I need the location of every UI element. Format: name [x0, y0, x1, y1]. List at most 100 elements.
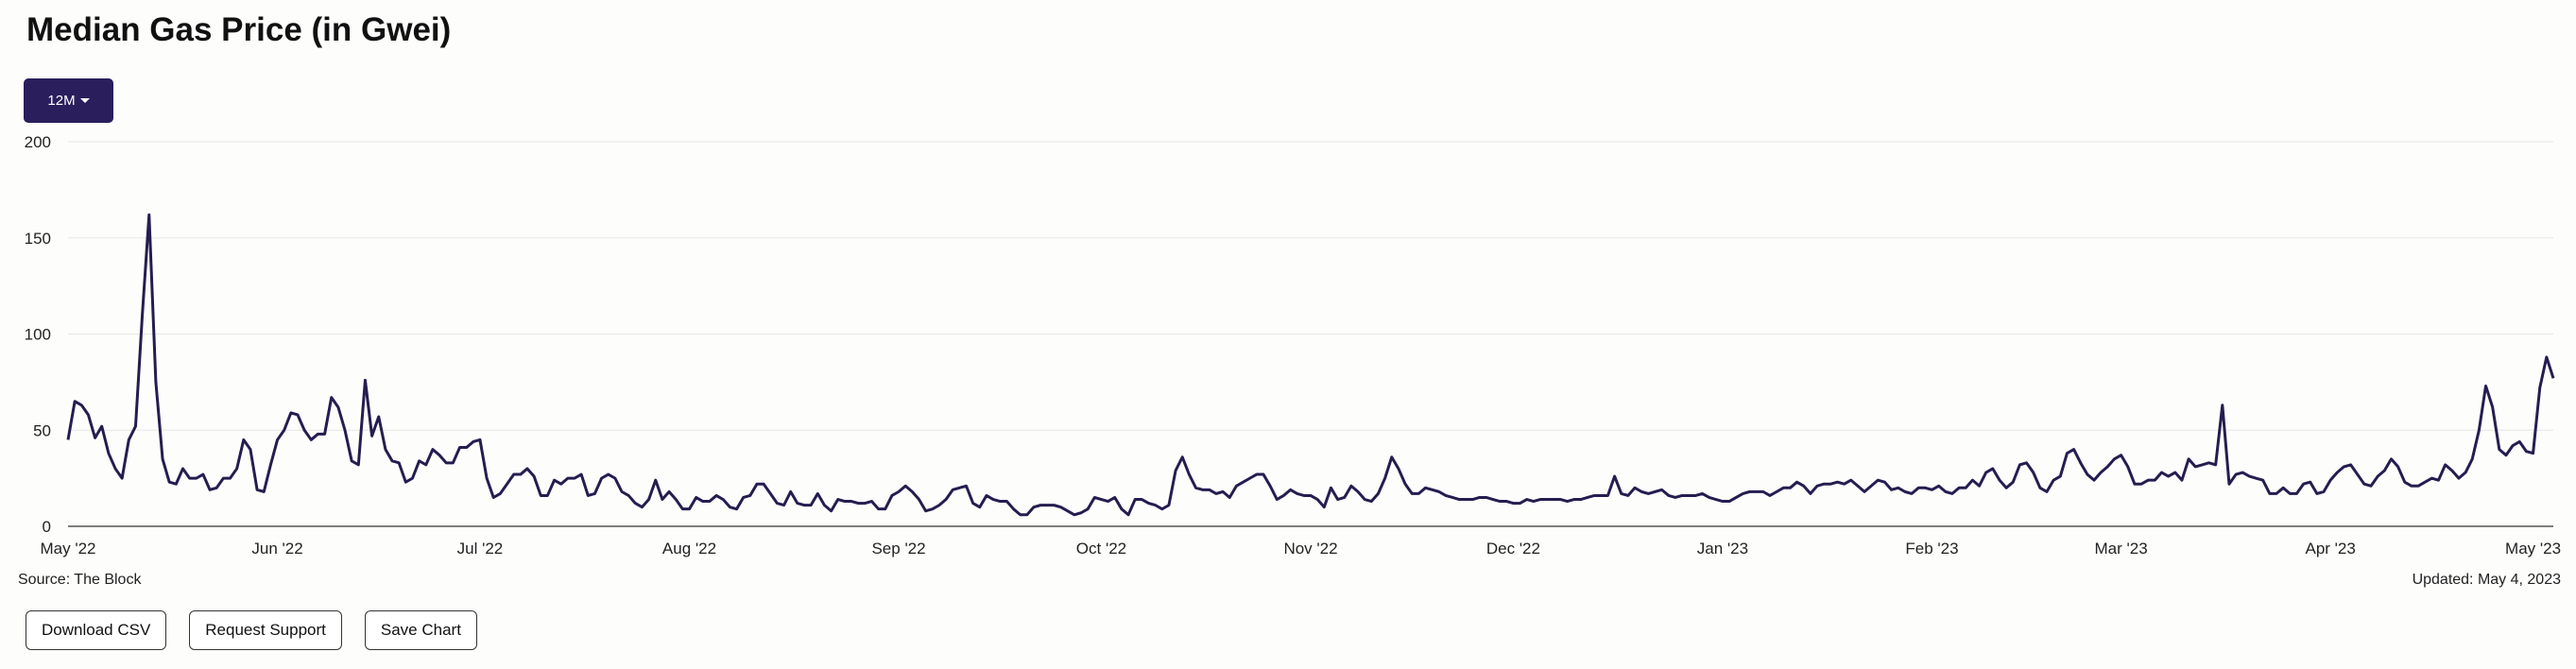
- data-point[interactable]: [2512, 445, 2514, 447]
- data-point[interactable]: [790, 490, 792, 492]
- data-point[interactable]: [2451, 470, 2453, 472]
- data-point[interactable]: [2478, 429, 2480, 431]
- data-point[interactable]: [1222, 490, 1224, 492]
- data-point[interactable]: [1269, 485, 1271, 487]
- data-point[interactable]: [486, 477, 488, 479]
- data-point[interactable]: [702, 501, 704, 503]
- data-point[interactable]: [952, 489, 953, 490]
- data-point[interactable]: [128, 438, 129, 440]
- data-point[interactable]: [681, 508, 683, 510]
- data-point[interactable]: [1844, 483, 1846, 485]
- data-point[interactable]: [419, 460, 421, 462]
- data-point[interactable]: [1520, 503, 1521, 505]
- data-point[interactable]: [371, 435, 373, 437]
- data-point[interactable]: [945, 499, 947, 501]
- data-point[interactable]: [823, 505, 825, 506]
- data-point[interactable]: [432, 449, 434, 451]
- data-point[interactable]: [1749, 490, 1751, 492]
- data-point[interactable]: [2350, 464, 2352, 466]
- data-point[interactable]: [1053, 505, 1055, 506]
- data-point[interactable]: [1384, 477, 1386, 479]
- data-point[interactable]: [999, 501, 1001, 503]
- data-point[interactable]: [181, 468, 183, 470]
- data-point[interactable]: [1472, 499, 1474, 501]
- data-point[interactable]: [2397, 466, 2399, 468]
- data-point[interactable]: [2235, 473, 2237, 475]
- data-point[interactable]: [2228, 483, 2230, 485]
- data-point[interactable]: [2464, 472, 2466, 473]
- data-point[interactable]: [864, 503, 866, 505]
- data-point[interactable]: [162, 458, 163, 460]
- data-point[interactable]: [2269, 492, 2271, 494]
- data-point[interactable]: [1883, 481, 1885, 483]
- data-point[interactable]: [155, 381, 157, 383]
- data-point[interactable]: [1728, 501, 1730, 503]
- data-point[interactable]: [1005, 501, 1007, 503]
- data-point[interactable]: [2445, 464, 2447, 466]
- data-point[interactable]: [1195, 487, 1197, 489]
- data-point[interactable]: [2411, 485, 2413, 487]
- data-point[interactable]: [364, 379, 366, 381]
- data-point[interactable]: [108, 453, 110, 455]
- data-point[interactable]: [1175, 470, 1176, 472]
- save-chart-button[interactable]: Save Chart: [364, 610, 477, 650]
- data-point[interactable]: [696, 496, 697, 498]
- data-point[interactable]: [1533, 501, 1535, 503]
- data-point[interactable]: [121, 477, 123, 479]
- data-point[interactable]: [1647, 492, 1649, 494]
- data-point[interactable]: [837, 499, 839, 501]
- data-point[interactable]: [1033, 506, 1035, 508]
- data-point[interactable]: [1735, 496, 1737, 498]
- data-point[interactable]: [87, 414, 89, 416]
- data-point[interactable]: [2046, 490, 2048, 492]
- data-point[interactable]: [1559, 499, 1561, 501]
- data-point[interactable]: [891, 494, 893, 496]
- data-point[interactable]: [925, 510, 927, 512]
- data-point[interactable]: [1546, 499, 1548, 501]
- data-point[interactable]: [1458, 499, 1460, 501]
- data-point[interactable]: [2168, 475, 2170, 477]
- data-point[interactable]: [1951, 492, 1953, 494]
- data-point[interactable]: [263, 490, 265, 492]
- data-point[interactable]: [1121, 508, 1123, 510]
- data-point[interactable]: [1898, 487, 1899, 489]
- data-point[interactable]: [803, 505, 805, 506]
- data-point[interactable]: [1634, 487, 1636, 489]
- data-point[interactable]: [1492, 499, 1494, 501]
- data-point[interactable]: [1262, 473, 1264, 475]
- data-point[interactable]: [743, 496, 745, 498]
- data-point[interactable]: [2174, 472, 2176, 473]
- data-point[interactable]: [2066, 453, 2068, 455]
- data-point[interactable]: [857, 503, 859, 505]
- data-point[interactable]: [1992, 468, 1994, 470]
- data-point[interactable]: [1999, 479, 2001, 481]
- data-point[interactable]: [277, 438, 279, 440]
- data-point[interactable]: [1424, 487, 1426, 489]
- data-point[interactable]: [1432, 489, 1434, 490]
- data-point[interactable]: [2262, 479, 2264, 481]
- data-point[interactable]: [2039, 487, 2041, 489]
- data-point[interactable]: [1067, 510, 1069, 512]
- data-point[interactable]: [1850, 479, 1852, 481]
- data-point[interactable]: [1709, 496, 1710, 498]
- data-point[interactable]: [1438, 490, 1440, 492]
- data-point[interactable]: [80, 404, 82, 406]
- data-point[interactable]: [972, 503, 974, 505]
- data-point[interactable]: [1606, 494, 1608, 496]
- data-point[interactable]: [1303, 494, 1305, 496]
- data-point[interactable]: [2018, 464, 2020, 466]
- data-point[interactable]: [992, 499, 994, 501]
- data-point[interactable]: [1026, 514, 1028, 516]
- data-point[interactable]: [689, 508, 691, 510]
- download-csv-button[interactable]: Download CSV: [26, 610, 167, 650]
- data-point[interactable]: [94, 437, 96, 438]
- data-point[interactable]: [648, 499, 650, 501]
- data-point[interactable]: [2005, 487, 2007, 489]
- data-point[interactable]: [2518, 440, 2520, 442]
- data-point[interactable]: [2222, 404, 2224, 406]
- data-point[interactable]: [513, 473, 515, 475]
- data-point[interactable]: [1391, 456, 1393, 458]
- data-point[interactable]: [2363, 483, 2365, 485]
- data-point[interactable]: [1290, 489, 1292, 490]
- data-point[interactable]: [1945, 490, 1947, 492]
